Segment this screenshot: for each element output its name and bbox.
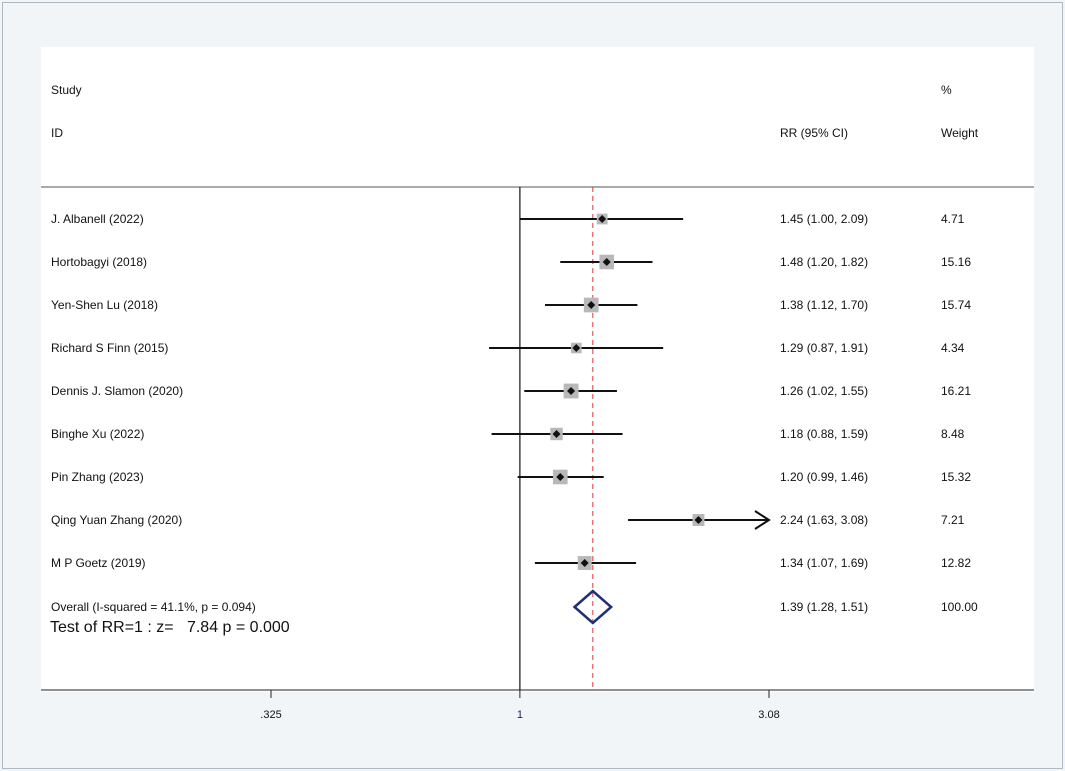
header-study: Study [51,83,82,97]
study-name: Qing Yuan Zhang (2020) [51,513,182,527]
study-row: Dennis J. Slamon (2020) 1.26 (1.02, 1.55)… [51,383,971,399]
weight-text: 16.21 [941,384,971,398]
point-estimate [567,387,576,395]
weight-text: 8.48 [941,427,965,441]
point-estimate [602,258,611,266]
weight-text: 12.82 [941,556,971,570]
study-name: Dennis J. Slamon (2020) [51,384,183,398]
overall-row: Overall (I-squared = 41.1%, p = 0.094) 1.… [51,589,978,625]
x-axis-ticks: .325 1 3.08 [260,690,780,721]
study-row: J. Albanell (2022) 1.45 (1.00, 2.09) 4.71 [51,212,965,226]
effect-ci-text: 1.29 (0.87, 1.91) [780,341,868,355]
point-estimate [598,215,607,223]
study-row: Binghe Xu (2022) 1.18 (0.88, 1.59) 8.48 [51,427,965,441]
study-row: Richard S Finn (2015) 1.29 (0.87, 1.91) 4.… [51,341,965,355]
effect-ci-text: 1.26 (1.02, 1.55) [780,384,868,398]
effect-ci-text: 1.38 (1.12, 1.70) [780,298,868,312]
header-effect: RR (95% CI) [780,126,848,140]
effect-ci-text: 1.18 (0.88, 1.59) [780,427,868,441]
x-tick-label: 3.08 [758,709,779,721]
overall-label: Overall (I-squared = 41.1%, p = 0.094) [51,600,256,614]
header-weight: Weight [941,126,979,140]
effect-ci-text: 2.24 (1.63, 3.08) [780,513,868,527]
effect-ci-text: 1.45 (1.00, 2.09) [780,212,868,226]
study-name: Pin Zhang (2023) [51,470,144,484]
study-row: Qing Yuan Zhang (2020) 2.24 (1.63, 3.08) 7… [51,510,965,530]
overall-effect-text: 1.39 (1.28, 1.51) [780,600,868,614]
point-estimate [580,559,589,567]
study-name: Hortobagyi (2018) [51,255,147,269]
ci-arrow [754,510,771,530]
overall-weight-text: 100.00 [941,600,978,614]
point-estimate [572,344,581,352]
point-estimate [556,473,565,481]
study-name: Richard S Finn (2015) [51,341,168,355]
study-name: Yen-Shen Lu (2018) [51,298,158,312]
header-id: ID [51,126,63,140]
x-tick-label: 1 [517,709,523,721]
effect-ci-text: 1.34 (1.07, 1.69) [780,556,868,570]
study-rows: J. Albanell (2022) 1.45 (1.00, 2.09) 4.71 H… [51,212,971,570]
plot-background [41,47,1034,692]
weight-text: 15.74 [941,298,971,312]
study-row: M P Goetz (2019) 1.34 (1.07, 1.69) 12.82 [51,556,971,570]
point-estimate [552,430,561,438]
x-tick-label: .325 [260,709,281,721]
overall-diamond [572,589,614,625]
point-estimate [587,301,596,309]
weight-text: 15.32 [941,470,971,484]
forest-plot: Study ID RR (95% CI) % Weight J. Albanel… [41,47,1034,721]
study-row: Pin Zhang (2023) 1.20 (0.99, 1.46) 15.32 [51,469,971,485]
effect-ci-text: 1.48 (1.20, 1.82) [780,255,868,269]
weight-text: 7.21 [941,513,965,527]
study-name: Binghe Xu (2022) [51,427,144,441]
header-weight-pct: % [941,83,952,97]
weight-text: 15.16 [941,255,971,269]
study-row: Hortobagyi (2018) 1.48 (1.20, 1.82) 15.16 [51,254,971,270]
study-name: M P Goetz (2019) [51,556,146,570]
test-statistic: Test of RR=1 : z= 7.84 p = 0.000 [50,619,290,636]
weight-text: 4.34 [941,341,965,355]
point-estimate [694,516,703,524]
effect-ci-text: 1.20 (0.99, 1.46) [780,470,868,484]
study-row: Yen-Shen Lu (2018) 1.38 (1.12, 1.70) 15.74 [51,297,971,313]
weight-text: 4.71 [941,212,965,226]
study-name: J. Albanell (2022) [51,212,144,226]
